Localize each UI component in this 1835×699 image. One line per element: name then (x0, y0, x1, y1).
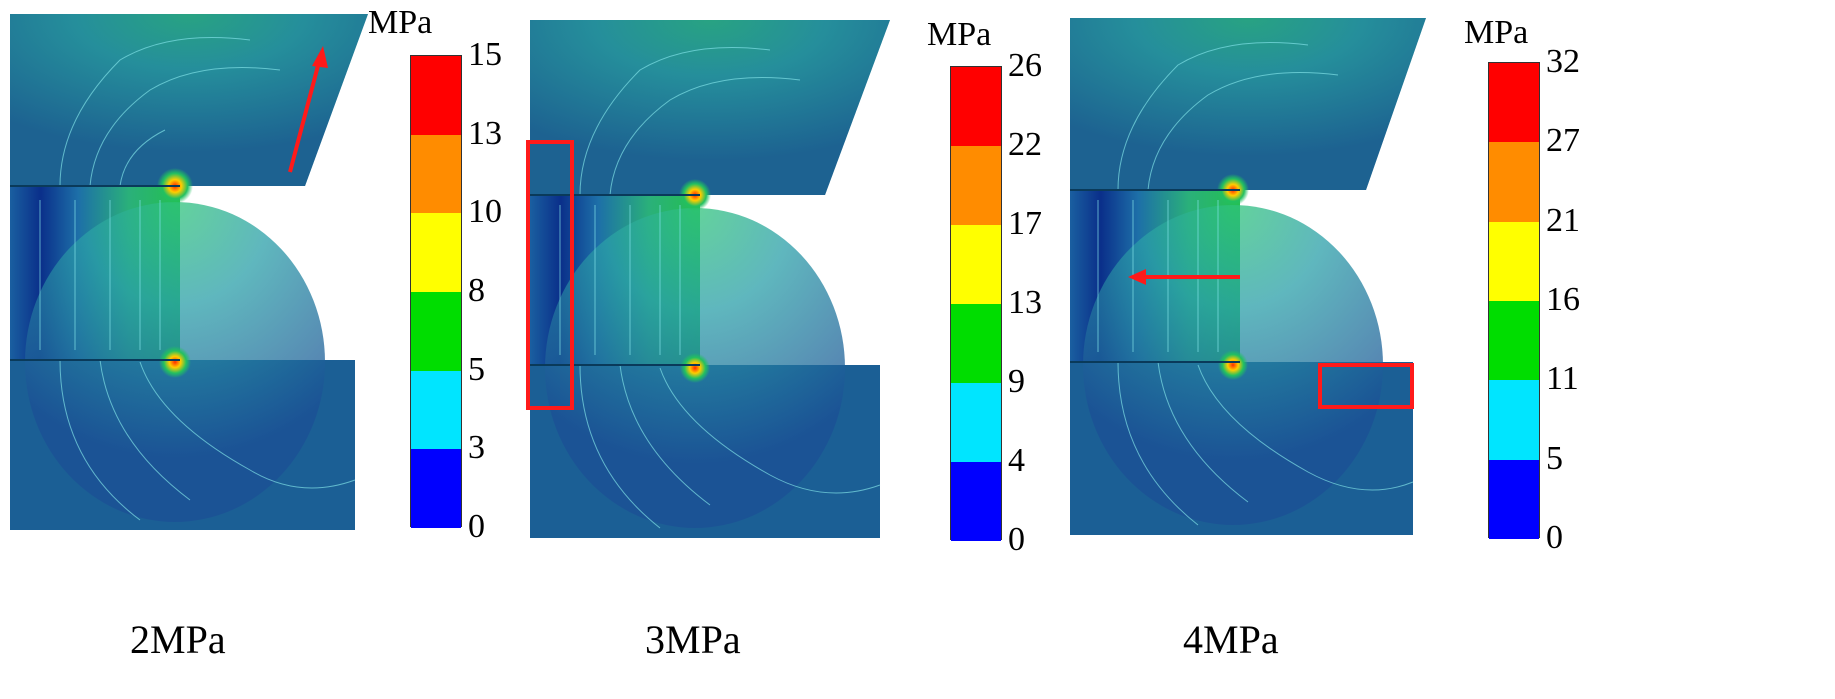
colorbar-tick-label: 5 (468, 350, 485, 388)
colorbar-tick-label: 0 (468, 508, 485, 545)
highlight-box (526, 140, 574, 410)
pressure-caption: 4MPa (1183, 617, 1279, 662)
colorbar-tick-label: 21 (1546, 201, 1580, 239)
colorbar-segment (411, 56, 461, 135)
indicator-arrow (1128, 269, 1240, 285)
panel-3mpa: MPa 3MPa 0 4 9 13 17 22 26 (525, 0, 1135, 699)
colorbar-segment (951, 225, 1001, 304)
colorbar-tick-label: 32 (1546, 43, 1580, 80)
colorbar-unit-label: MPa (1464, 14, 1529, 51)
colorbar-tick-label: 13 (1008, 284, 1042, 321)
colorbar-segment (951, 462, 1001, 541)
colorbar-tick-label: 3 (468, 429, 485, 467)
colorbar-tick-label: 9 (1008, 363, 1025, 400)
panel-4mpa: MPa 4MPa 0 5 11 16 21 27 32 (1068, 0, 1835, 699)
colorbar-tick-label: 5 (1546, 439, 1563, 477)
stress-contour-section (526, 20, 890, 538)
colorbar-segment (1489, 221, 1539, 301)
colorbar-tick-label: 15 (468, 36, 502, 73)
colorbar-tick-label: 0 (1008, 521, 1025, 558)
pressure-caption: 3MPa (645, 617, 741, 662)
colorbar-segment (951, 304, 1001, 383)
colorbar-segment (1489, 63, 1539, 143)
colorbar-unit-label: MPa (368, 4, 433, 41)
colorbar-tick-label: 8 (468, 272, 485, 309)
colorbar-tick-label: 16 (1546, 281, 1580, 318)
colorbar-tick-label: 17 (1008, 205, 1042, 242)
colorbar-tick-label: 10 (468, 193, 502, 231)
stress-contour-section (10, 14, 368, 530)
colorbar-tick-label: 22 (1008, 126, 1042, 163)
colorbar-segment (1489, 459, 1539, 539)
highlight-box (1318, 363, 1414, 409)
colorbar-segment (951, 383, 1001, 462)
colorbar (950, 66, 1002, 541)
stress-contour-section (1070, 18, 1426, 535)
colorbar-tick-label: 0 (1546, 519, 1563, 556)
colorbar-unit-label: MPa (927, 16, 992, 53)
colorbar-segment (1489, 142, 1539, 222)
colorbar-tick-label: 27 (1546, 122, 1580, 160)
colorbar-segment (1489, 301, 1539, 381)
colorbar-tick-label: 4 (1008, 442, 1025, 479)
panel-2mpa: MPa 2MPa 0 3 5 8 10 13 15 (0, 0, 600, 699)
colorbar-tick-label: 26 (1008, 47, 1042, 84)
pressure-caption: 2MPa (130, 617, 226, 662)
colorbar-segment (411, 449, 461, 528)
colorbar (1488, 62, 1540, 539)
colorbar-segment (951, 146, 1001, 225)
colorbar-segment (411, 292, 461, 371)
colorbar-segment (951, 67, 1001, 146)
colorbar-tick-label: 11 (1546, 360, 1579, 398)
colorbar-segment (411, 370, 461, 450)
colorbar-tick-label: 13 (468, 114, 502, 152)
colorbar (410, 55, 462, 528)
colorbar-segment (411, 213, 461, 292)
indicator-arrow (288, 46, 328, 173)
colorbar-segment (411, 134, 461, 214)
colorbar-segment (1489, 380, 1539, 460)
